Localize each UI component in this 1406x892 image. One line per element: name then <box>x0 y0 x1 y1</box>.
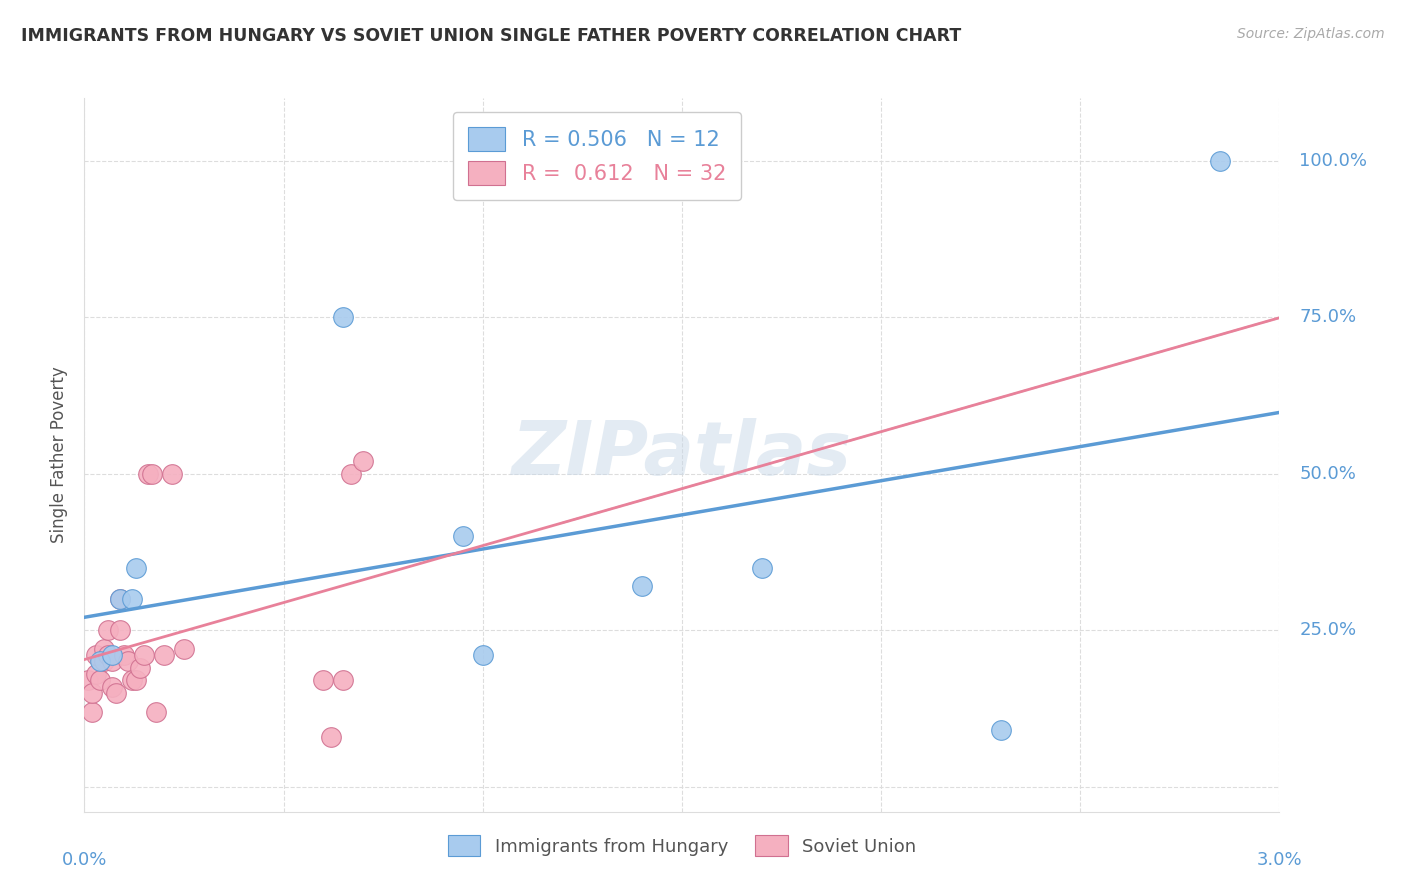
Point <box>101 655 124 669</box>
Point <box>129 661 152 675</box>
Point <box>112 648 135 663</box>
Point <box>136 467 159 481</box>
Point <box>1208 153 1232 168</box>
Text: 75.0%: 75.0% <box>1299 309 1357 326</box>
Point <box>82 686 104 700</box>
Text: 3.0%: 3.0% <box>1257 851 1302 869</box>
Point <box>332 310 354 325</box>
Point <box>93 655 115 669</box>
Point <box>141 467 163 481</box>
Point <box>631 579 654 593</box>
Point <box>173 642 195 657</box>
Point <box>145 705 167 719</box>
Point <box>82 705 104 719</box>
Point <box>89 673 111 688</box>
Text: Source: ZipAtlas.com: Source: ZipAtlas.com <box>1237 27 1385 41</box>
Text: 25.0%: 25.0% <box>1299 621 1357 640</box>
Point <box>77 673 100 688</box>
Text: IMMIGRANTS FROM HUNGARY VS SOVIET UNION SINGLE FATHER POVERTY CORRELATION CHART: IMMIGRANTS FROM HUNGARY VS SOVIET UNION … <box>21 27 962 45</box>
Point <box>97 623 120 637</box>
Point <box>471 648 494 663</box>
Text: 50.0%: 50.0% <box>1299 465 1357 483</box>
Point <box>84 667 107 681</box>
Point <box>121 591 143 606</box>
Text: 100.0%: 100.0% <box>1299 152 1368 169</box>
Y-axis label: Single Father Poverty: Single Father Poverty <box>51 367 69 543</box>
Point <box>125 560 148 574</box>
Point <box>117 655 139 669</box>
Point <box>132 648 156 663</box>
Point <box>101 680 124 694</box>
Point <box>125 673 148 688</box>
Point <box>340 467 363 481</box>
Point <box>312 673 335 688</box>
Point <box>321 730 343 744</box>
Point <box>751 560 773 574</box>
Point <box>93 642 115 657</box>
Point <box>101 648 124 663</box>
Point <box>160 467 183 481</box>
Point <box>89 655 111 669</box>
Point <box>110 591 132 606</box>
Point <box>990 723 1012 738</box>
Point <box>110 591 132 606</box>
Point <box>352 454 374 468</box>
Legend: Immigrants from Hungary, Soviet Union: Immigrants from Hungary, Soviet Union <box>437 824 927 867</box>
Point <box>97 648 120 663</box>
Point <box>153 648 176 663</box>
Point <box>121 673 143 688</box>
Point <box>84 648 107 663</box>
Point <box>110 623 132 637</box>
Text: 0.0%: 0.0% <box>62 851 107 869</box>
Point <box>451 529 474 543</box>
Point <box>332 673 354 688</box>
Point <box>105 686 128 700</box>
Text: ZIPatlas: ZIPatlas <box>512 418 852 491</box>
